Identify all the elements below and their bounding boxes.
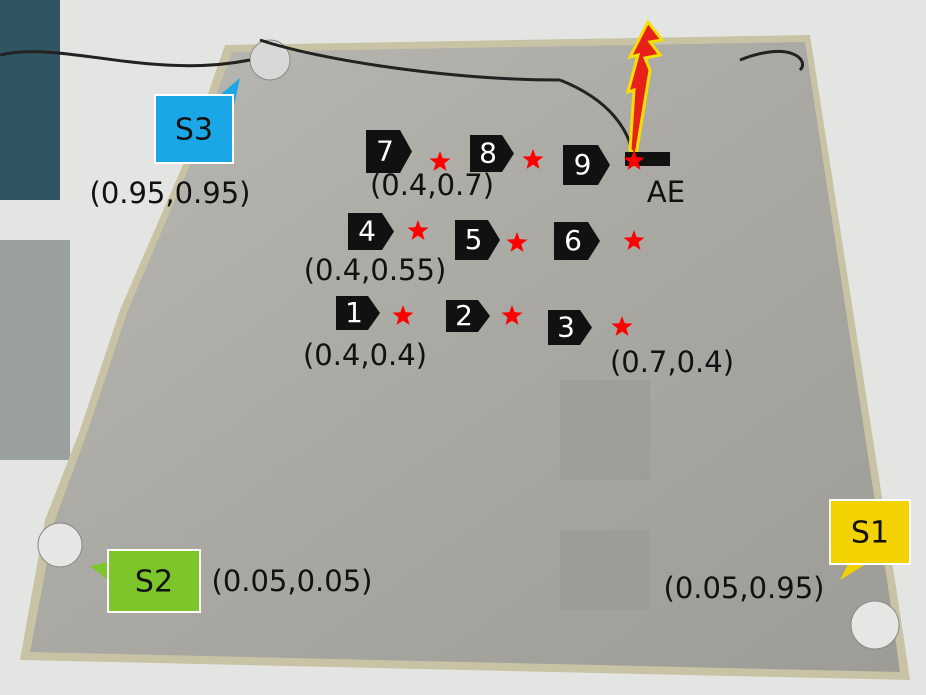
sensor-coords: (0.05,0.95) (664, 571, 825, 605)
point-label: 3 (557, 311, 575, 344)
page: {"points": [{"label": "1"}, {"label": "2… (0, 0, 926, 695)
coord-label: (0.4,0.7) (370, 168, 494, 202)
point-label: 6 (564, 224, 582, 257)
point-label: 7 (376, 135, 394, 168)
photo: 1 2 3 4 5 6 7 8 9 (0.4,0.4) (0.4,0.55) (0.4,0.7) (0.… (0, 0, 926, 695)
coord-label: (0.7,0.4) (610, 345, 734, 379)
sensor-disk (38, 523, 82, 567)
point-label: 4 (358, 215, 376, 248)
device (0, 0, 60, 200)
sensor-label: S3 (175, 113, 213, 148)
sensor-label: S2 (135, 565, 173, 600)
plate-mark (560, 380, 650, 480)
sensor-coords: (0.95,0.95) (90, 176, 251, 210)
coord-label: (0.4,0.55) (304, 253, 447, 287)
point-label: 8 (479, 137, 497, 170)
sensor-disk (851, 601, 899, 649)
source-label: AE (647, 175, 685, 209)
sensor-coords: (0.05,0.05) (212, 564, 373, 598)
point-label: 5 (465, 223, 483, 256)
sensor-label: S1 (851, 516, 889, 551)
point-label: 1 (345, 296, 363, 329)
point-label: 2 (455, 299, 473, 332)
coord-label: (0.4,0.4) (303, 338, 427, 372)
plate-mark (560, 530, 650, 610)
point-label: 9 (574, 148, 592, 181)
rail (0, 240, 70, 460)
